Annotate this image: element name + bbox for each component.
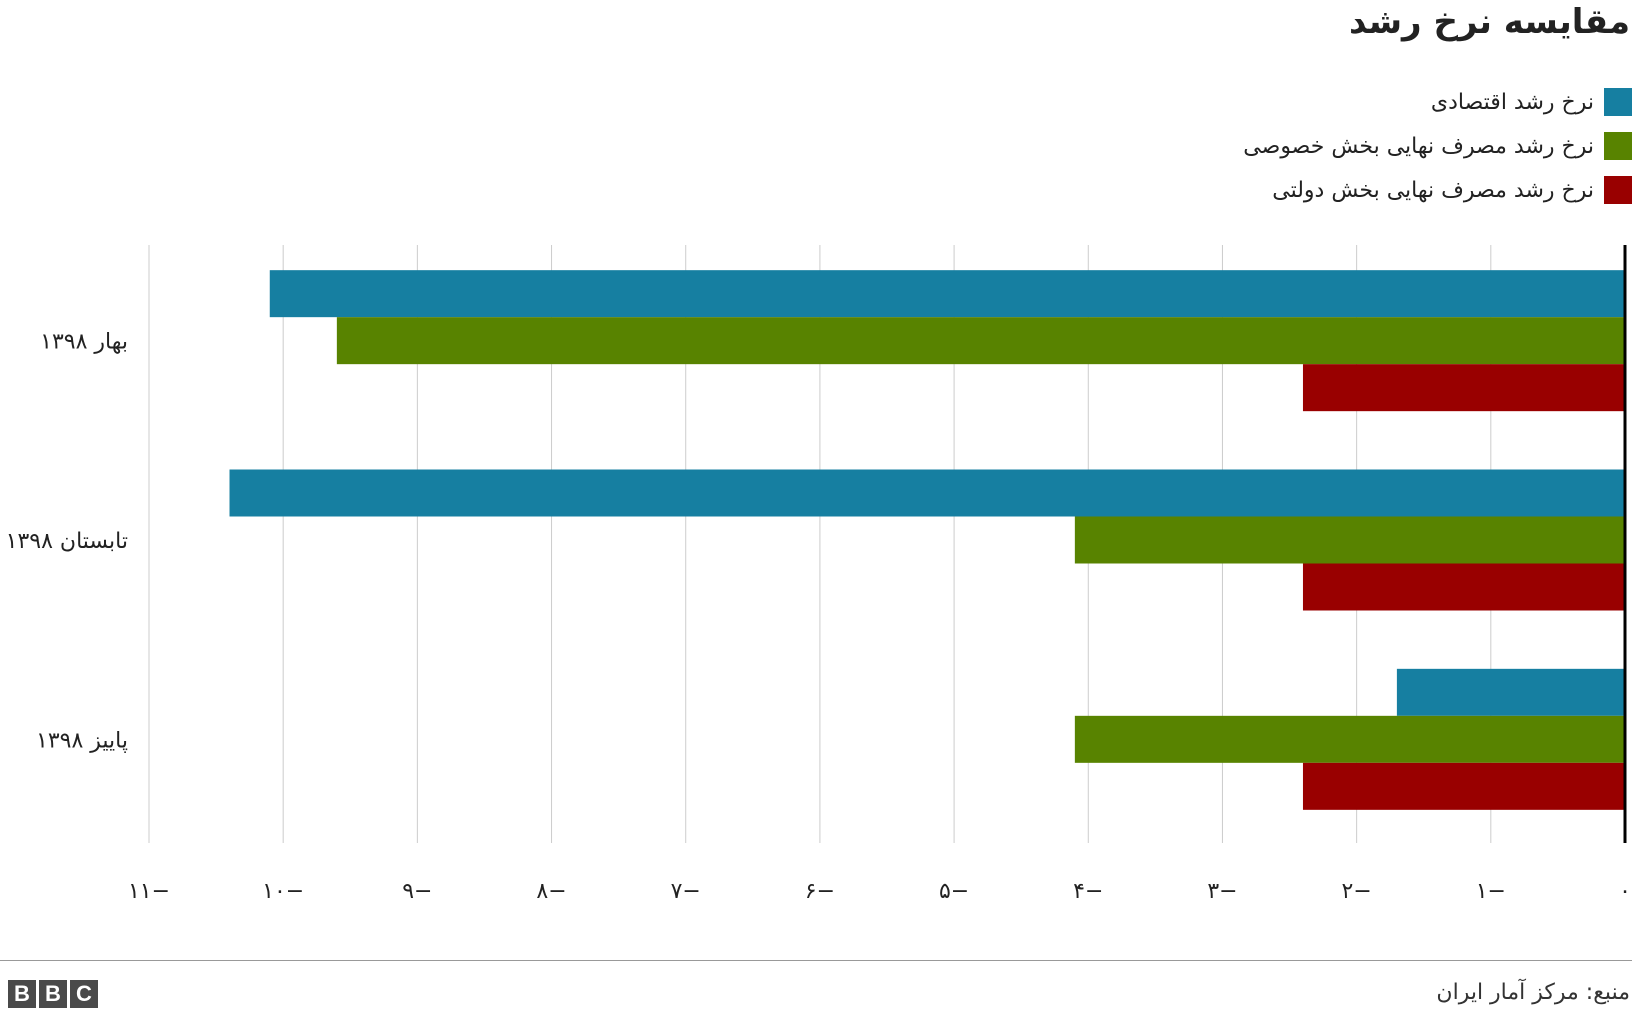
bbc-logo-letter: B xyxy=(39,980,67,1008)
bbc-logo-letter: C xyxy=(70,980,98,1008)
legend-swatch-government xyxy=(1604,176,1632,204)
category-label: پاییز ۱۳۹۸ xyxy=(36,728,128,753)
bar-3 xyxy=(1302,364,1625,412)
bbc-logo: B B C xyxy=(8,980,98,1008)
legend-item-economic: نرخ رشد اقتصادی xyxy=(1243,88,1632,116)
bar-3 xyxy=(1302,762,1625,810)
x-tick-label: ۰ xyxy=(1619,879,1631,904)
bar-2 xyxy=(336,317,1626,365)
source-note: منبع: مرکز آمار ایران xyxy=(1436,980,1630,1005)
legend-item-government: نرخ رشد مصرف نهایی بخش دولتی xyxy=(1243,176,1632,204)
category-label: تابستان ۱۳۹۸ xyxy=(6,529,128,554)
x-tick-label: ۵− xyxy=(939,879,969,904)
chart-title: مقایسه نرخ رشد xyxy=(1348,2,1630,42)
x-tick-label: ۱۰− xyxy=(262,879,304,904)
legend-label-government: نرخ رشد مصرف نهایی بخش دولتی xyxy=(1272,177,1594,203)
footer-divider xyxy=(0,960,1632,961)
bar-3 xyxy=(1302,563,1625,611)
x-tick-label: ۱۱− xyxy=(128,879,170,904)
bbc-logo-letter: B xyxy=(8,980,36,1008)
x-tick-label: ۶− xyxy=(805,879,835,904)
bar-1 xyxy=(229,469,1626,517)
category-labels: بهار ۱۳۹۸ تابستان ۱۳۹۸ پاییز ۱۳۹۸ xyxy=(6,330,128,754)
bar-1 xyxy=(1396,668,1625,716)
x-tick-label: ۲− xyxy=(1342,879,1372,904)
legend-label-economic: نرخ رشد اقتصادی xyxy=(1430,89,1594,115)
x-tick-label: ۴− xyxy=(1073,879,1103,904)
x-tick-label: ۷− xyxy=(671,879,701,904)
bar-2 xyxy=(1074,715,1625,763)
bar-chart: ۱۱− ۱۰− ۹− ۸− ۷− ۶− ۵− ۴− ۳− ۲− ۱− ۰ بهار ۱۳۹۸ تابست… xyxy=(6,245,1631,904)
x-tick-label: ۹− xyxy=(402,879,432,904)
x-tick-label: ۱− xyxy=(1476,879,1506,904)
bars xyxy=(229,270,1626,810)
x-tick-label: ۸− xyxy=(536,879,566,904)
legend-item-private: نرخ رشد مصرف نهایی بخش خصوصی xyxy=(1243,132,1632,160)
bar-2 xyxy=(1074,516,1625,564)
category-label: بهار ۱۳۹۸ xyxy=(40,330,128,355)
x-tick-label: ۳− xyxy=(1207,879,1237,904)
legend: نرخ رشد اقتصادی نرخ رشد مصرف نهایی بخش خ… xyxy=(1243,88,1632,220)
legend-label-private: نرخ رشد مصرف نهایی بخش خصوصی xyxy=(1243,133,1594,159)
bar-1 xyxy=(269,270,1625,318)
legend-swatch-private xyxy=(1604,132,1632,160)
legend-swatch-economic xyxy=(1604,88,1632,116)
x-axis: ۱۱− ۱۰− ۹− ۸− ۷− ۶− ۵− ۴− ۳− ۲− ۱− ۰ xyxy=(128,245,1631,904)
